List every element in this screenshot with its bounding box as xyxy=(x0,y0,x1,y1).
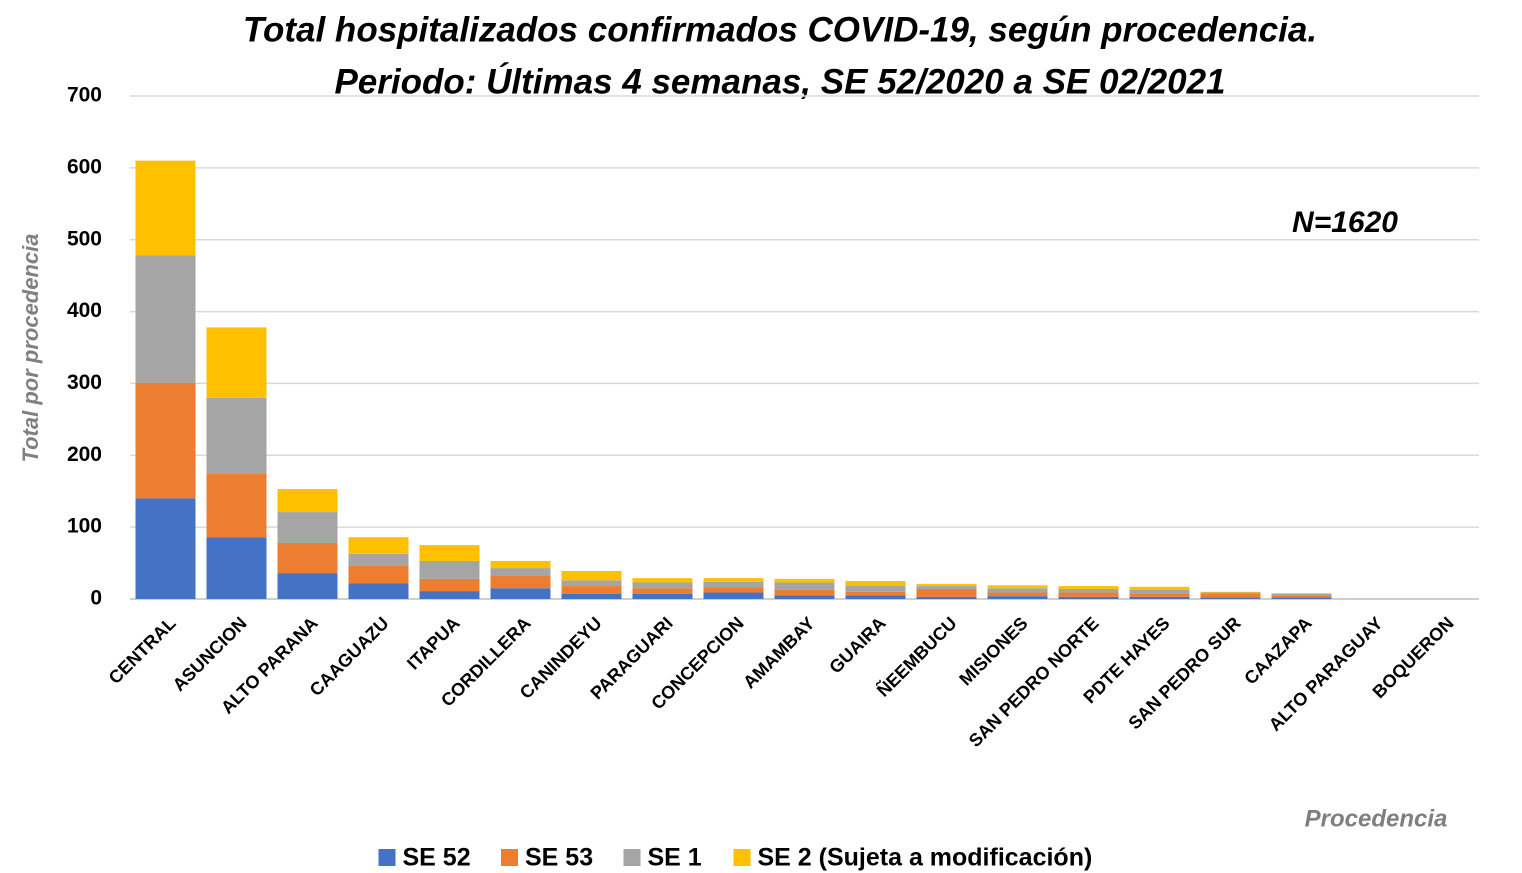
bar-segment xyxy=(277,573,338,599)
x-axis-label: Procedencia xyxy=(1305,805,1448,832)
chart-title: Total hospitalizados confirmados COVID-1… xyxy=(243,10,1317,49)
y-tick-label: 500 xyxy=(67,227,102,250)
bar-segment xyxy=(1271,593,1332,594)
bar-segment xyxy=(774,578,835,583)
x-tick-label: ITAPUA xyxy=(403,613,464,674)
bar-segment xyxy=(1200,591,1261,593)
bar-segment xyxy=(703,592,764,599)
bar-segment xyxy=(135,382,196,499)
bar-segment xyxy=(632,588,693,594)
bar-segment xyxy=(1200,597,1261,599)
legend-label: SE 1 xyxy=(648,844,702,872)
bar-segment xyxy=(1271,593,1332,596)
bar-segment xyxy=(845,591,906,596)
bar-segment xyxy=(1271,595,1332,598)
bar-segment xyxy=(987,596,1048,599)
bar-segment xyxy=(703,578,764,582)
bar-segment xyxy=(987,588,1048,593)
bar-segment xyxy=(703,587,764,593)
bar-segment xyxy=(490,588,551,599)
chart-subtitle: Periodo: Últimas 4 semanas, SE 52/2020 a… xyxy=(334,61,1225,101)
y-tick-label: 400 xyxy=(67,299,102,322)
bar-segment xyxy=(1058,586,1119,589)
bar-segment xyxy=(774,582,835,590)
bar-segment xyxy=(277,542,338,574)
x-tick-label: SAN PEDRO NORTE xyxy=(965,613,1103,751)
bar-segment xyxy=(561,580,622,587)
bar-segment xyxy=(632,578,693,583)
bar-segment xyxy=(774,589,835,596)
bar-segment xyxy=(1129,589,1190,594)
bar-segment xyxy=(916,588,977,597)
legend-swatch xyxy=(501,849,518,866)
y-tick-label: 0 xyxy=(90,587,102,610)
bar-segment xyxy=(135,498,196,599)
bar-segment xyxy=(1058,596,1119,599)
x-tick-label: CENTRAL xyxy=(105,613,180,688)
bar-segment xyxy=(135,255,196,383)
bar-segment xyxy=(561,586,622,594)
y-tick-label: 600 xyxy=(67,155,102,178)
bar-segment xyxy=(774,595,835,599)
x-tick-label: AMAMBAY xyxy=(739,613,818,692)
bar-segment xyxy=(1129,596,1190,599)
bar-segment xyxy=(135,160,196,256)
bar-segment xyxy=(916,586,977,589)
legend-swatch xyxy=(623,849,641,866)
bar-segment xyxy=(561,570,622,581)
bar-segment xyxy=(845,595,906,599)
bar-segment xyxy=(348,565,409,584)
bar-segment xyxy=(703,581,764,588)
bar-segment xyxy=(1129,593,1190,597)
bar-segment xyxy=(277,512,338,543)
bar-segment xyxy=(348,553,409,566)
bar-segment xyxy=(1058,588,1119,593)
x-tick-label: GUAIRA xyxy=(825,613,889,677)
bar-segment xyxy=(1271,597,1332,599)
legend-label: SE 52 xyxy=(403,844,471,872)
bar-segment xyxy=(206,397,267,474)
bar-segment xyxy=(845,581,906,586)
y-tick-label: 100 xyxy=(67,515,102,538)
x-tick-label: MISIONES xyxy=(955,613,1031,689)
bar-segment xyxy=(277,489,338,513)
y-tick-label: 200 xyxy=(67,443,102,466)
bar-segment xyxy=(916,596,977,599)
bar-segment xyxy=(348,583,409,599)
legend-swatch xyxy=(378,849,396,866)
bar-segment xyxy=(1058,592,1119,597)
y-tick-label: 700 xyxy=(67,84,102,107)
bar-segment xyxy=(987,585,1048,589)
bar-segment xyxy=(845,585,906,592)
legend-swatch xyxy=(733,849,751,866)
bar-segment xyxy=(206,327,267,398)
y-axis-label: Total por procedencia xyxy=(18,233,43,462)
bar-segment xyxy=(1129,586,1190,590)
legend-label: SE 53 xyxy=(525,844,593,872)
bar-segment xyxy=(987,592,1048,597)
y-tick-label: 300 xyxy=(67,371,102,394)
annotation: N=1620 xyxy=(1292,206,1398,239)
bar-segment xyxy=(490,576,551,589)
bar-segment xyxy=(1200,593,1261,598)
bar-segment xyxy=(348,537,409,554)
bar-segment xyxy=(419,578,480,592)
bar-segment xyxy=(490,560,551,569)
bar-segment xyxy=(419,545,480,561)
bar-segment xyxy=(206,537,267,599)
bar-segment xyxy=(419,591,480,599)
legend-label: SE 2 (Sujeta a modificación) xyxy=(758,844,1093,872)
bar-segment xyxy=(206,473,267,538)
bar-segment xyxy=(1200,592,1261,594)
bar-segment xyxy=(561,593,622,599)
bar-segment xyxy=(632,593,693,599)
bar-segment xyxy=(490,568,551,577)
bar-segment xyxy=(916,583,977,587)
bar-segment xyxy=(419,560,480,579)
bar-segment xyxy=(632,582,693,589)
x-tick-label: CAAZAPA xyxy=(1240,613,1315,688)
